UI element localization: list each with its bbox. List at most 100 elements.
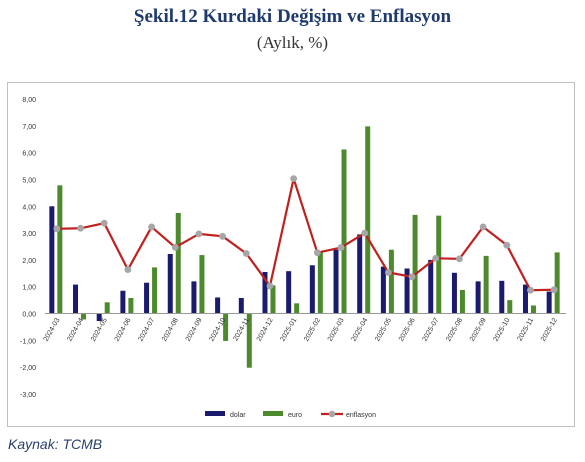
- point-enflasyon: [432, 254, 440, 262]
- legend-swatch-euro: [263, 411, 283, 416]
- bar-dolar: [73, 284, 79, 314]
- point-enflasyon: [313, 249, 321, 257]
- point-enflasyon: [290, 175, 298, 183]
- point-enflasyon: [77, 224, 84, 232]
- x-tick-label: 2025-12: [540, 317, 559, 343]
- point-enflasyon: [479, 223, 487, 231]
- x-tick-label: 2024-12: [256, 317, 275, 343]
- bar-dolar: [404, 268, 410, 314]
- bar-dolar: [120, 290, 126, 314]
- bar-euro: [152, 267, 158, 314]
- x-tick-label: 2024-09: [185, 317, 204, 343]
- point-enflasyon: [219, 232, 227, 240]
- bar-dolar: [380, 266, 386, 314]
- x-tick-label: 2025-02: [303, 317, 322, 343]
- y-tick-label: 4,00: [22, 204, 36, 211]
- legend-label-euro: euro: [288, 412, 302, 419]
- y-tick-label: 0,00: [22, 312, 36, 319]
- x-tick-label: 2025-07: [422, 317, 441, 343]
- bar-euro: [270, 285, 276, 314]
- bar-euro: [128, 297, 134, 314]
- bar-dolar: [49, 206, 55, 314]
- line-enflasyon: [56, 177, 555, 292]
- bar-euro: [483, 255, 489, 314]
- legend-label-dolar: dolar: [230, 412, 246, 419]
- x-tick-label: 2025-08: [445, 317, 464, 343]
- x-tick-label: 2025-11: [517, 317, 536, 342]
- point-enflasyon: [124, 266, 132, 273]
- point-enflasyon: [100, 219, 108, 227]
- bar-dolar: [428, 259, 434, 314]
- bar-dolar: [333, 249, 339, 314]
- chart-subtitle: (Aylık, %): [256, 33, 329, 52]
- bars: [49, 126, 560, 368]
- y-tick-label: 6,00: [22, 151, 36, 158]
- bar-dolar: [262, 271, 268, 314]
- x-tick-label: 2024-08: [161, 317, 180, 343]
- bar-euro: [530, 305, 536, 314]
- x-tick-label: 2024-03: [43, 317, 62, 343]
- bar-dolar: [238, 297, 244, 314]
- chart-title: Şekil.12 Kurdaki Değişim ve Enflasyon: [133, 6, 452, 27]
- bar-dolar: [522, 284, 528, 314]
- point-enflasyon: [242, 250, 250, 257]
- bar-euro: [554, 252, 560, 314]
- bar-euro: [317, 251, 323, 314]
- y-tick-label: -2,00: [20, 365, 36, 372]
- x-tick-label: 2025-05: [374, 317, 393, 343]
- x-tick-label: 2025-06: [398, 317, 417, 343]
- point-enflasyon: [171, 243, 179, 251]
- y-axis: 8,00 7,00 6,00 5,00 4,00 3,00 2,00 1,00 0,00 -1,0…: [20, 97, 36, 399]
- y-tick-label: 5,00: [22, 177, 36, 184]
- y-tick-label: 3,00: [22, 231, 36, 238]
- legend: dolar euro enflasyon: [205, 410, 376, 419]
- y-tick-label: -3,00: [20, 392, 36, 399]
- bar-euro: [175, 212, 181, 314]
- x-tick-label: 2024-04: [66, 317, 85, 343]
- bar-euro: [223, 313, 229, 341]
- y-tick-label: 1,00: [22, 285, 36, 292]
- bar-dolar: [357, 234, 363, 314]
- point-enflasyon: [266, 282, 274, 290]
- x-tick-label: 2025-10: [493, 317, 512, 343]
- x-axis: 2024-03 2024-04 2024-05 2024-06 2024-07 2024-…: [43, 317, 559, 343]
- point-enflasyon: [195, 230, 203, 238]
- bar-dolar: [475, 281, 481, 314]
- bar-dolar: [499, 280, 505, 314]
- bar-euro: [388, 249, 394, 314]
- bar-euro: [294, 303, 300, 314]
- point-enflasyon: [550, 286, 558, 294]
- y-tick-label: 2,00: [22, 258, 36, 265]
- x-tick-label: 2025-09: [469, 317, 488, 343]
- legend-label-enflasyon: enflasyon: [346, 412, 376, 419]
- bar-euro: [104, 302, 110, 314]
- point-enflasyon: [456, 255, 463, 263]
- bar-euro: [81, 313, 87, 320]
- bar-dolar: [451, 272, 457, 314]
- point-enflasyon: [337, 244, 345, 251]
- bar-euro: [507, 300, 513, 314]
- bar-euro: [436, 215, 442, 314]
- bar-dolar: [215, 297, 221, 314]
- y-tick-label: -1,00: [20, 338, 36, 345]
- x-tick-label: 2024-06: [114, 317, 133, 343]
- chart-frame: 8,00 7,00 6,00 5,00 4,00 3,00 2,00 1,00 0,00 -1,0…: [7, 82, 575, 427]
- x-tick-label: 2025-03: [327, 317, 346, 343]
- point-enflasyon: [408, 273, 416, 281]
- bar-euro: [246, 313, 252, 368]
- point-enflasyon: [53, 225, 61, 233]
- source-note: Kaynak: TCMB: [8, 436, 103, 452]
- bar-euro: [341, 149, 347, 314]
- bar-euro: [199, 255, 205, 314]
- bar-dolar: [286, 271, 292, 314]
- bar-dolar: [96, 313, 102, 322]
- bar-dolar: [144, 282, 150, 314]
- bar-euro: [365, 126, 371, 314]
- y-tick-label: 8,00: [22, 97, 36, 104]
- x-tick-label: 2024-07: [137, 317, 156, 343]
- legend-swatch-dolar: [205, 411, 225, 416]
- bar-dolar: [191, 281, 197, 314]
- point-enflasyon: [527, 286, 534, 294]
- bar-euro: [459, 289, 465, 314]
- bar-euro: [412, 214, 418, 314]
